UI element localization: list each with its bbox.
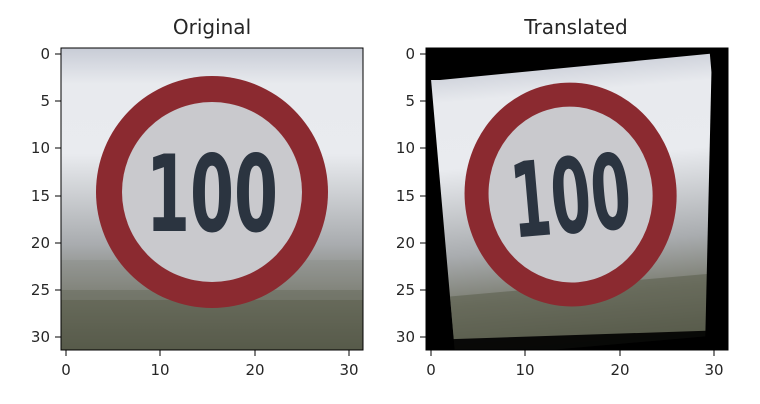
y-tick-label: 20 xyxy=(396,234,415,252)
y-tick-label: 5 xyxy=(40,92,50,110)
y-tick-label: 15 xyxy=(396,187,415,205)
y-tick-label: 0 xyxy=(40,45,50,63)
y-tick-label: 30 xyxy=(31,328,50,346)
panel-original: Original 100 0 5 10 15 20 xyxy=(31,15,364,379)
x-axis xyxy=(65,350,350,356)
y-tick-label: 30 xyxy=(396,328,415,346)
y-tick-label: 10 xyxy=(31,139,50,157)
speed-limit-sign: 100 xyxy=(464,82,677,307)
x-tick-label: 20 xyxy=(610,361,629,379)
x-tick-label: 10 xyxy=(150,361,169,379)
y-tick-label: 25 xyxy=(396,281,415,299)
y-tick-labels: 0 5 10 15 20 25 30 xyxy=(31,45,50,346)
panel-title: Translated xyxy=(523,15,628,39)
y-tick-label: 20 xyxy=(31,234,50,252)
x-tick-label: 30 xyxy=(339,361,358,379)
x-axis xyxy=(430,350,715,356)
y-axis xyxy=(420,53,426,338)
speed-limit-sign: 100 xyxy=(96,76,328,308)
axes-frame xyxy=(425,47,729,351)
sign-digits: 100 xyxy=(506,131,636,263)
axes-frame xyxy=(60,47,364,351)
translated-image: 100 xyxy=(426,48,728,350)
x-tick-labels: 0 10 20 30 xyxy=(426,361,723,379)
y-axis xyxy=(55,53,61,338)
y-tick-label: 5 xyxy=(405,92,415,110)
panel-title: Original xyxy=(173,15,251,39)
y-tick-label: 25 xyxy=(31,281,50,299)
x-tick-label: 20 xyxy=(245,361,264,379)
x-tick-label: 0 xyxy=(426,361,436,379)
y-tick-label: 15 xyxy=(31,187,50,205)
y-tick-label: 10 xyxy=(396,139,415,157)
y-tick-label: 0 xyxy=(405,45,415,63)
original-image: 100 xyxy=(61,48,363,350)
panel-translated: Translated 100 xyxy=(396,15,729,379)
x-tick-labels: 0 10 20 30 xyxy=(61,361,358,379)
x-tick-label: 30 xyxy=(704,361,723,379)
y-tick-labels: 0 5 10 15 20 25 30 xyxy=(396,45,415,346)
x-tick-label: 0 xyxy=(61,361,71,379)
sign-digits: 100 xyxy=(146,133,278,256)
x-tick-label: 10 xyxy=(515,361,534,379)
